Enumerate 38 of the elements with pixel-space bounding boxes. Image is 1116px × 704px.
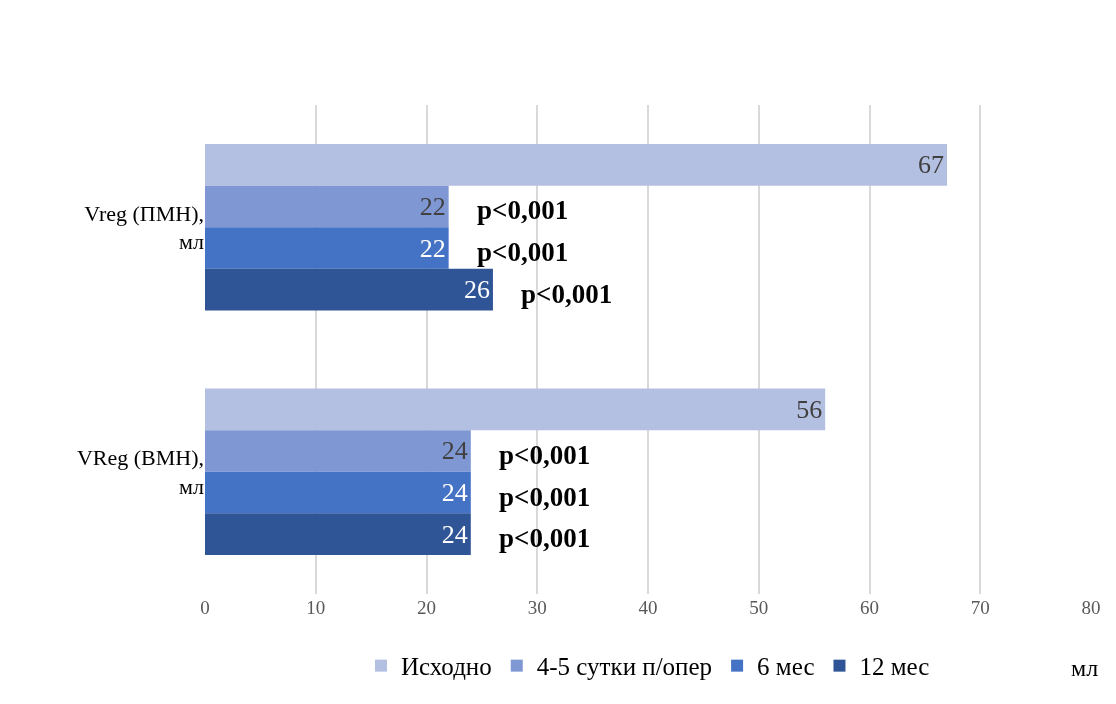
- x-tick-label: 20: [417, 597, 436, 618]
- x-tick-label: 30: [527, 597, 547, 618]
- data-label: 24: [441, 436, 468, 466]
- annotation: p<0,001: [477, 237, 569, 267]
- data-label: 26: [463, 275, 490, 305]
- x-tick-label: 70: [970, 597, 990, 618]
- x-tick-label: 80: [1081, 597, 1101, 618]
- x-tick-label: 60: [860, 597, 879, 618]
- x-tick-label: 10: [306, 597, 326, 618]
- data-label: 56: [796, 394, 823, 424]
- bar: [205, 144, 948, 186]
- x-tick-label: 50: [749, 597, 769, 618]
- legend-label: 6 мес: [757, 653, 815, 681]
- bar: [205, 388, 826, 431]
- data-label: 22: [419, 233, 446, 263]
- data-label: 24: [441, 478, 468, 508]
- annotation: p<0,001: [477, 195, 569, 225]
- bar: [205, 227, 449, 269]
- annotation: p<0,001: [521, 279, 613, 309]
- legend-label: 12 мес: [859, 653, 930, 681]
- data-label: 22: [419, 191, 446, 221]
- bar: [205, 185, 449, 228]
- bar: [205, 513, 471, 555]
- annotation: p<0,001: [499, 482, 591, 512]
- legend-label: 4-5 сутки п/опер: [536, 653, 713, 681]
- x-tick-label: 40: [638, 597, 658, 618]
- annotation: p<0,001: [499, 523, 591, 553]
- bar: [205, 471, 471, 514]
- bar: [205, 430, 471, 472]
- data-label: 24: [441, 519, 468, 549]
- legend-label: Исходно: [401, 653, 492, 681]
- y-tick-label: VReg (ВМН), мл: [76, 445, 205, 499]
- y-tick-label: Vreg (ПМН), мл: [84, 200, 205, 255]
- annotation: p<0,001: [499, 440, 591, 470]
- x-axis-title: мл: [1071, 655, 1099, 681]
- bar: [205, 268, 493, 311]
- x-tick-label: 0: [200, 597, 210, 618]
- data-label: 67: [918, 150, 945, 180]
